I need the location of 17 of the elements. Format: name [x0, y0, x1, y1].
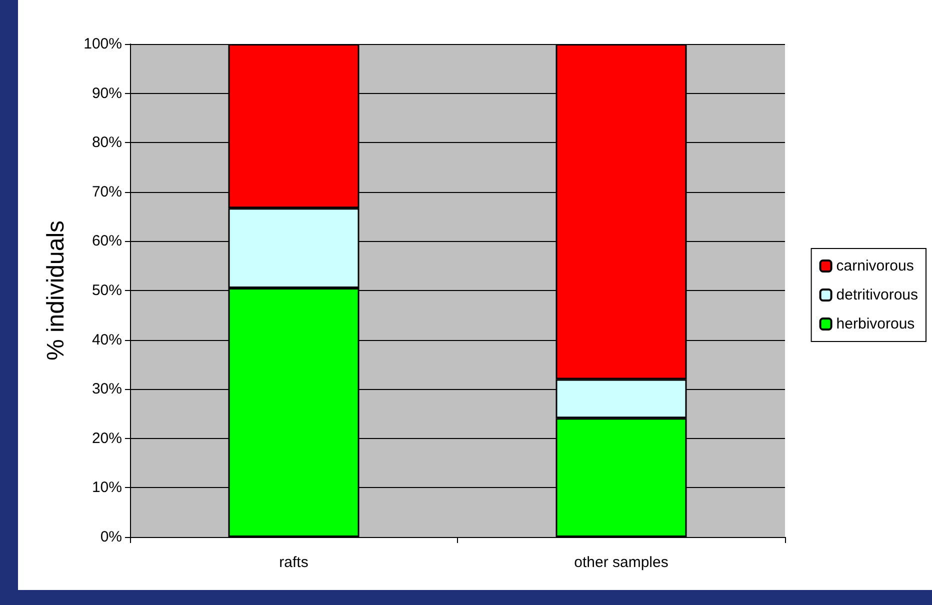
x-tick-label: other samples	[574, 554, 668, 571]
y-tick-label: 100%	[84, 36, 122, 52]
x-tick-label: rafts	[279, 554, 308, 571]
y-tick-label: 20%	[92, 430, 122, 447]
y-tick-label: 80%	[92, 134, 122, 152]
y-tick-label: 0%	[100, 528, 122, 546]
y-tick-label: 40%	[92, 331, 122, 348]
y-tick-label: 70%	[92, 183, 122, 200]
y-axis-title: % individuals	[42, 220, 70, 361]
y-tick-label: 50%	[92, 282, 122, 299]
legend-label: herbivorous	[836, 316, 915, 332]
legend-label: carnivorous	[836, 258, 914, 274]
legend-label: detritivorous	[836, 286, 918, 304]
y-tick-label: 10%	[92, 479, 122, 496]
y-tick-label: 30%	[92, 380, 122, 398]
y-tick-label: 60%	[92, 232, 122, 250]
y-tick-label: 90%	[92, 84, 122, 102]
